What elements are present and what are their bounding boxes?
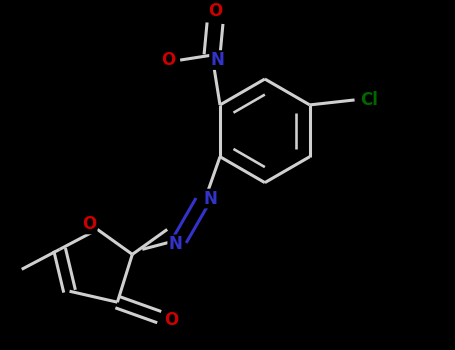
Text: O: O	[82, 216, 96, 233]
Text: O: O	[164, 311, 178, 329]
Text: N: N	[210, 51, 224, 69]
Text: O: O	[161, 51, 175, 69]
Text: O: O	[208, 2, 222, 20]
Text: Cl: Cl	[360, 91, 379, 109]
Text: N: N	[203, 190, 217, 208]
Text: N: N	[168, 236, 182, 253]
